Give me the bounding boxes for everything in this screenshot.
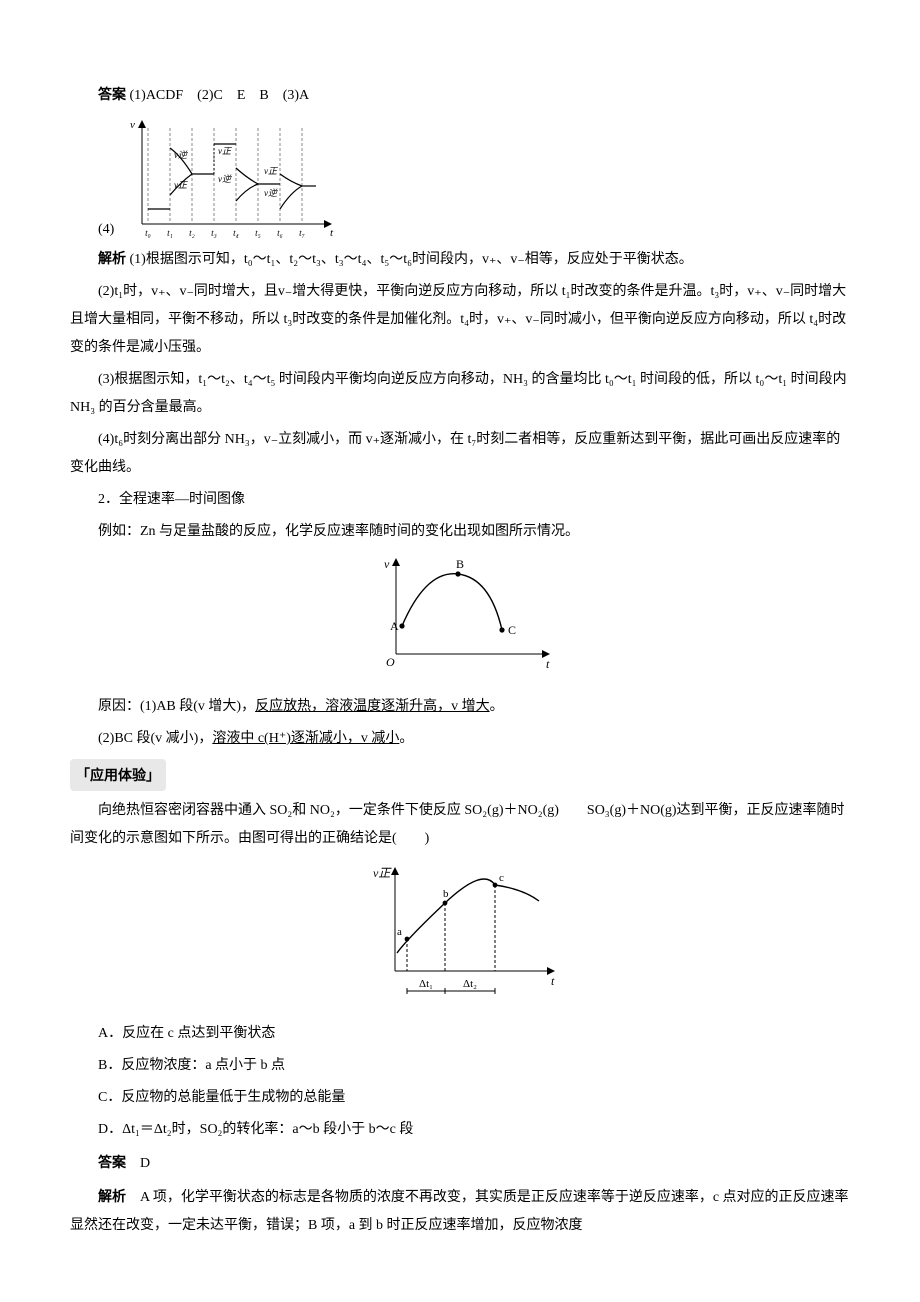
svg-text:t₄: t₄ (234, 228, 240, 238)
option-c: C．反应物的总能量低于生成物的总能量 (70, 1084, 850, 1112)
svg-text:t₆: t₆ (278, 228, 284, 238)
svg-text:Δt₁: Δt₁ (419, 978, 433, 990)
app-text: 向绝热恒容密闭容器中通入 SO₂和 NO₂，一定条件下使反应 SO₂(g)＋NO… (70, 797, 850, 853)
svg-text:c: c (499, 872, 504, 884)
figure-1-row: (4) v t t₀ t₁ t₂ t₃ t₄ t₅ t₆ t₇ v逆 v正 v正 v逆 v正 v逆 (98, 114, 850, 244)
svg-text:a: a (397, 926, 402, 938)
svg-text:v正: v正 (373, 866, 392, 880)
svg-text:v逆: v逆 (264, 188, 279, 198)
svg-text:t₀: t₀ (146, 228, 152, 238)
svg-text:t₅: t₅ (256, 228, 262, 238)
answer2-text: D (140, 1156, 150, 1171)
svg-text:A: A (390, 619, 399, 633)
reason-2: (2)BC 段(v 减小)，溶液中 c(H⁺)逐渐减小，v 减小。 (70, 725, 850, 753)
intro-2: 例如：Zn 与足量盐酸的反应，化学反应速率随时间的变化出现如图所示情况。 (70, 518, 850, 546)
svg-text:t₁: t₁ (168, 228, 174, 238)
svg-text:v正: v正 (218, 146, 232, 156)
svg-text:t: t (551, 974, 555, 988)
figure-1-prefix: (4) (98, 216, 114, 244)
rate-time-figure-1: v t t₀ t₁ t₂ t₃ t₄ t₅ t₆ t₇ v逆 v正 v正 v逆 v正 v逆 (118, 114, 338, 244)
rate-time-figure-3: v正 t a b c Δt₁ Δt₂ (355, 861, 565, 1001)
reason2-pre: (2)BC 段(v 减小)， (98, 731, 212, 746)
svg-text:t₂: t₂ (190, 228, 196, 238)
figure-3-wrap: v正 t a b c Δt₁ Δt₂ (70, 861, 850, 1012)
analysis2-label: 解析 (98, 1188, 126, 1204)
figure-2-wrap: v t O A B C (70, 554, 850, 685)
svg-text:O: O (386, 655, 395, 669)
svg-text:v逆: v逆 (218, 174, 233, 184)
analysis-p4: (4)t₆时刻分离出部分 NH₃，v₋立刻减小，而 v₊逐渐减小，在 t₇时刻二… (70, 426, 850, 482)
heading-2: 2．全程速率—时间图像 (70, 486, 850, 514)
svg-text:t: t (330, 227, 334, 239)
svg-text:t₃: t₃ (212, 228, 218, 238)
analysis-p2: (2)t₁时，v₊、v₋同时增大，且v₋增大得更快，平衡向逆反应方向移动，所以 … (70, 278, 850, 362)
reason-1: 原因：(1)AB 段(v 增大)，反应放热，溶液温度逐渐升高，v 增大。 (70, 693, 850, 721)
analysis-text-1: (1)根据图示可知，t₀～t₁、t₂～t₃、t₃～t₄、t₅～t₆时间段内，v₊… (130, 252, 693, 267)
reason1-u: 反应放热，溶液温度逐渐升高，v 增大 (255, 699, 490, 714)
app-label-row: 「应用体验」 (70, 759, 850, 791)
answer2-row: 答案 D (70, 1148, 850, 1178)
svg-text:v正: v正 (174, 180, 188, 190)
reason2-u: 溶液中 c(H⁺)逐渐减小，v 减小 (212, 731, 399, 746)
reason-label: 原因： (98, 699, 140, 714)
svg-text:v: v (130, 119, 135, 131)
analysis-p1: 解析 (1)根据图示可知，t₀～t₁、t₂～t₃、t₃～t₄、t₅～t₆时间段内… (70, 244, 850, 274)
svg-text:C: C (508, 623, 516, 637)
svg-text:b: b (443, 888, 449, 900)
answer-text: (1)ACDF (2)C E B (3)A (130, 88, 310, 103)
answer-block: 答案 (1)ACDF (2)C E B (3)A (70, 80, 850, 110)
svg-text:v正: v正 (264, 166, 278, 176)
svg-text:v: v (384, 557, 390, 571)
app-label: 「应用体验」 (70, 759, 166, 791)
svg-text:Δt₂: Δt₂ (463, 978, 477, 990)
analysis-p3: (3)根据图示知，t₁～t₂、t₄～t₅ 时间段内平衡均向逆反应方向移动，NH₃… (70, 366, 850, 422)
analysis2-row: 解析 A 项，化学平衡状态的标志是各物质的浓度不再改变，其实质是正反应速率等于逆… (70, 1182, 850, 1240)
answer2-label: 答案 (98, 1154, 126, 1170)
option-d: D．Δt₁＝Δt₂时，SO₂的转化率：a～b 段小于 b～c 段 (70, 1116, 850, 1144)
svg-text:v逆: v逆 (174, 150, 189, 160)
answer-label: 答案 (98, 86, 126, 102)
option-a: A．反应在 c 点达到平衡状态 (70, 1020, 850, 1048)
analysis-label: 解析 (98, 250, 126, 266)
svg-text:t₇: t₇ (300, 228, 306, 238)
analysis2-text: A 项，化学平衡状态的标志是各物质的浓度不再改变，其实质是正反应速率等于逆反应速… (70, 1190, 849, 1233)
option-b: B．反应物浓度：a 点小于 b 点 (70, 1052, 850, 1080)
reason1-pre: (1)AB 段(v 增大)， (140, 699, 255, 714)
svg-text:B: B (456, 557, 464, 571)
svg-text:t: t (546, 657, 550, 671)
rate-time-figure-2: v t O A B C (360, 554, 560, 674)
